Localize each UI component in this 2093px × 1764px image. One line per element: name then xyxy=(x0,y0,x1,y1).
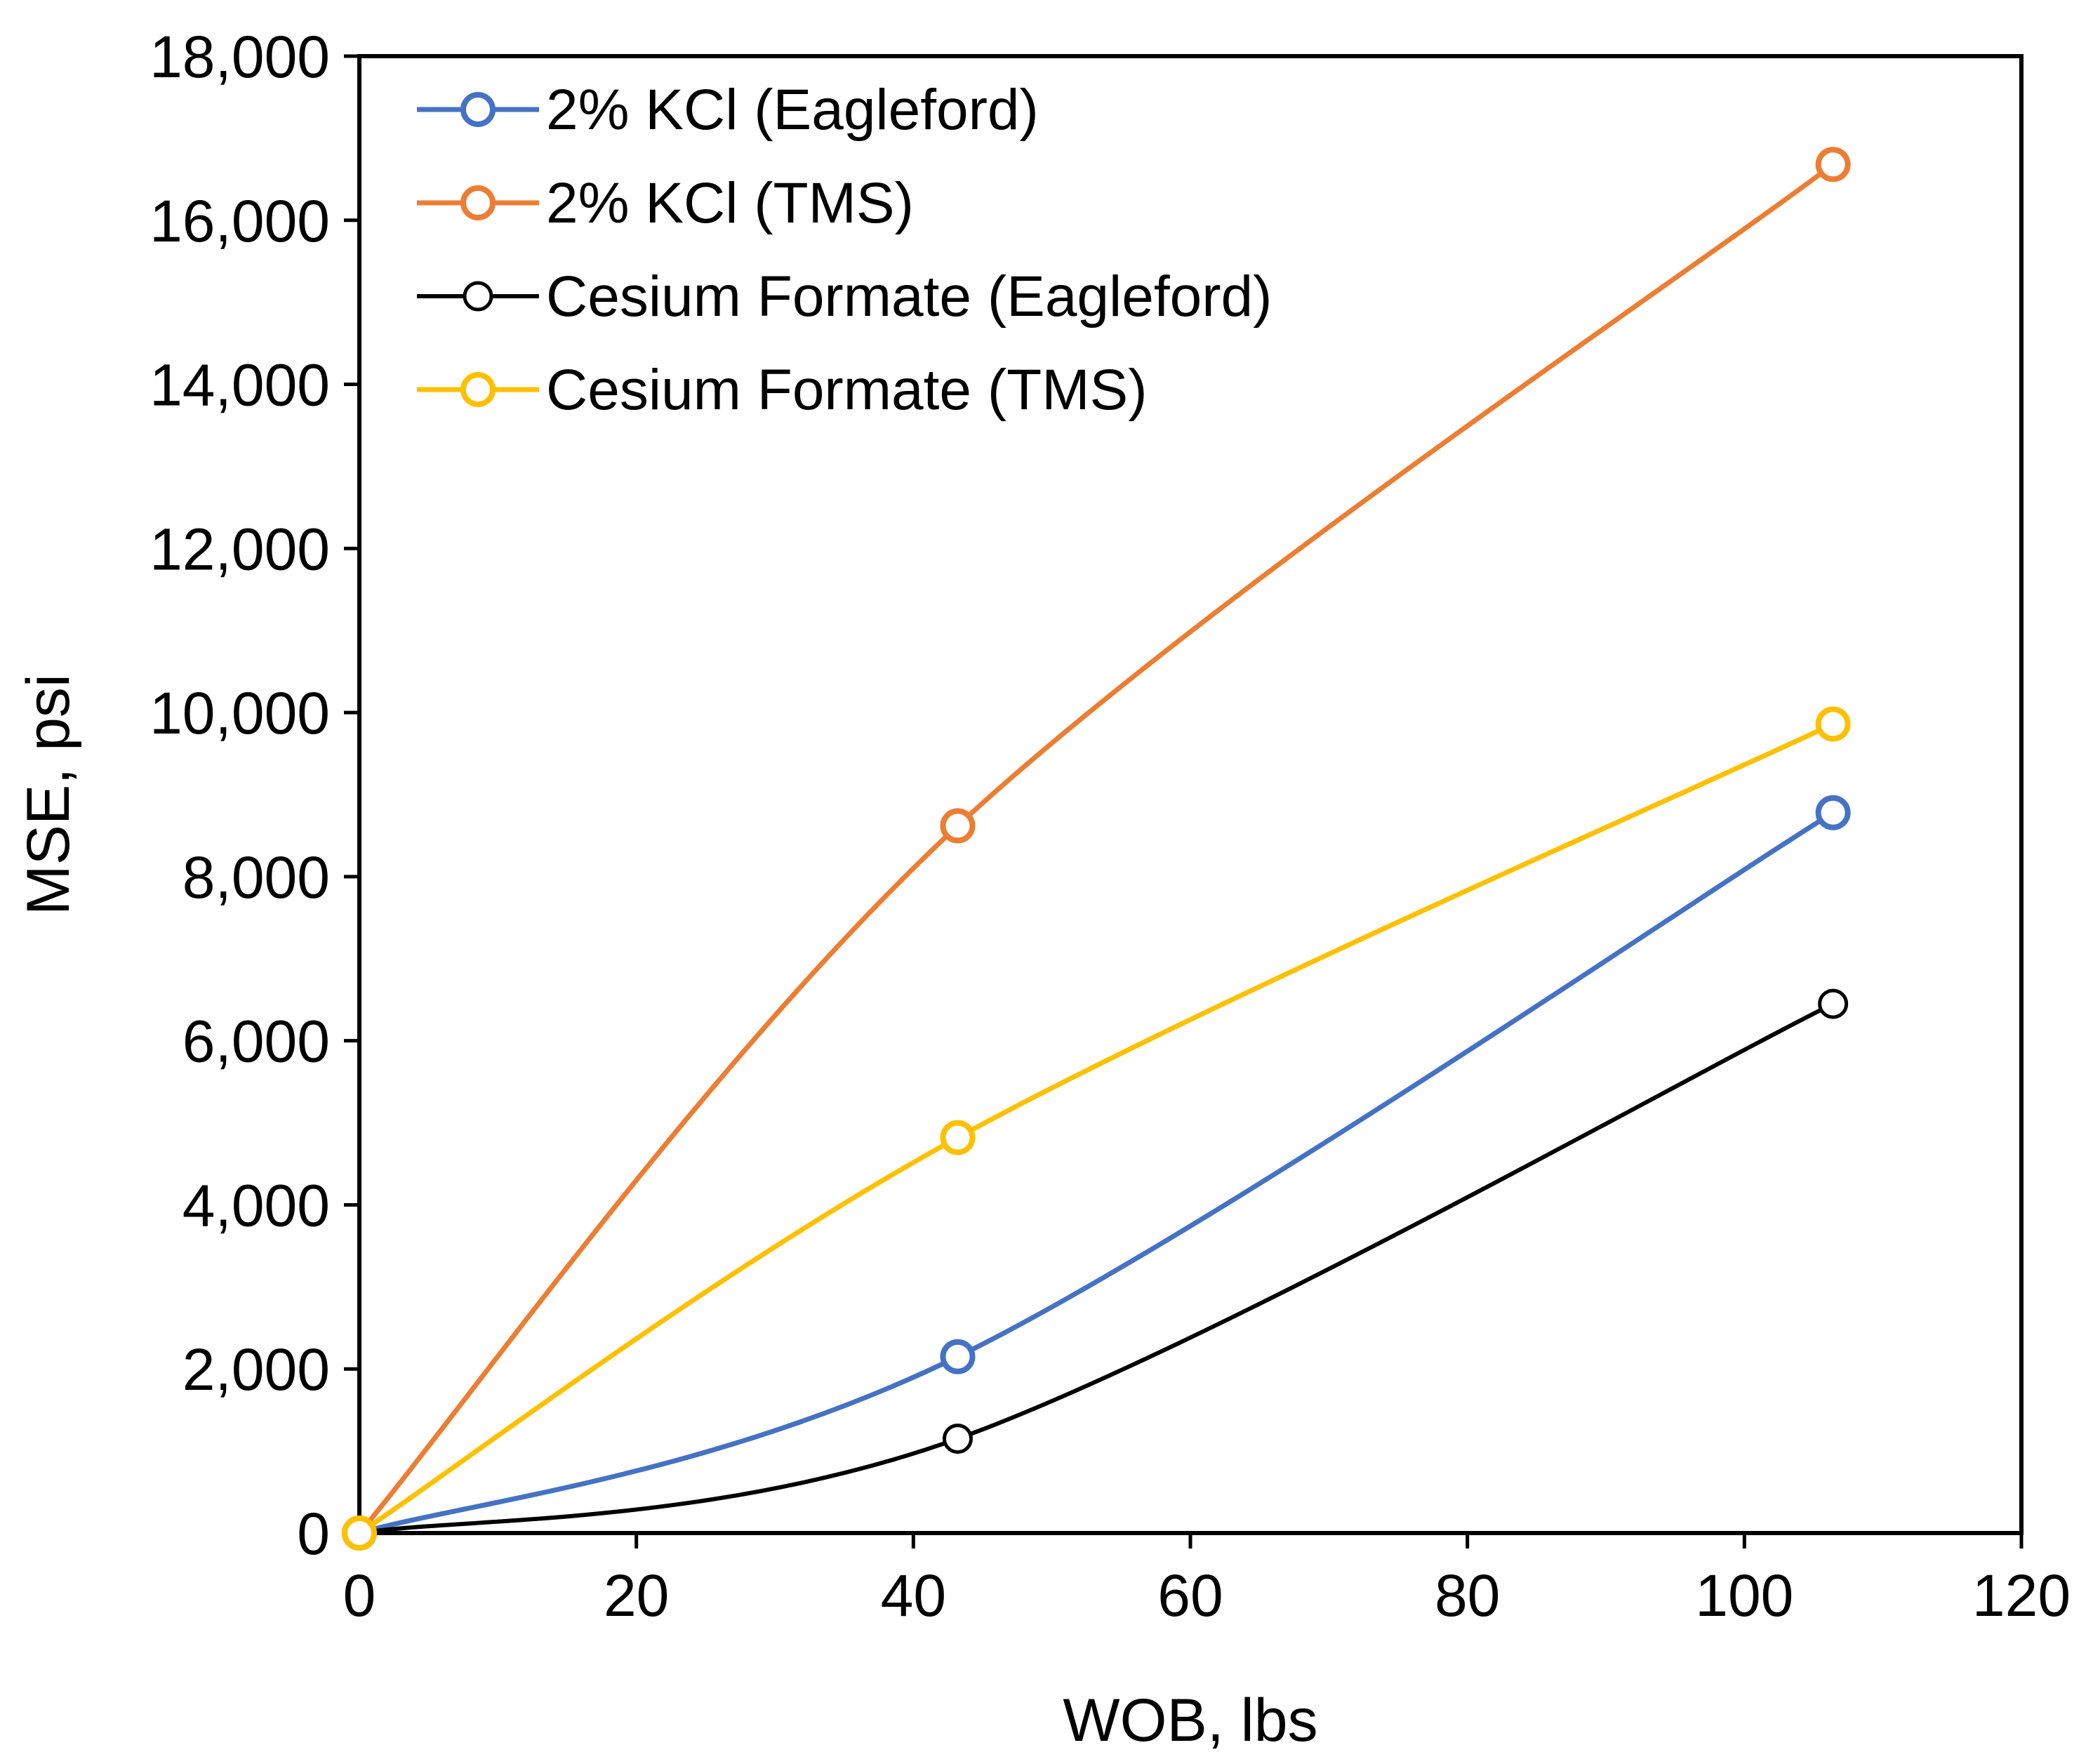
series-line xyxy=(358,722,1835,1535)
y-tick-label: 16,000 xyxy=(150,188,330,254)
x-tick-label: 20 xyxy=(604,1563,669,1629)
y-tick-label: 8,000 xyxy=(182,844,330,910)
data-point xyxy=(940,1339,976,1374)
x-tick-label: 80 xyxy=(1435,1563,1500,1629)
y-tick-label: 4,000 xyxy=(182,1172,330,1238)
legend-item: Cesium Formate (TMS) xyxy=(417,358,1148,422)
legend-label: 2% KCl (Eagleford) xyxy=(546,78,1039,142)
x-tick-label: 40 xyxy=(881,1563,946,1629)
legend: 2% KCl (Eagleford) 2% KCl (TMS) Cesium For… xyxy=(417,78,1272,422)
legend-item: Cesium Formate (Eagleford) xyxy=(417,265,1272,329)
legend-marker xyxy=(460,92,496,127)
data-point xyxy=(1818,988,1849,1019)
legend-label: 2% KCl (TMS) xyxy=(546,171,914,235)
series-layer xyxy=(342,147,1851,1551)
legend-marker xyxy=(460,372,496,407)
x-tick-label: 120 xyxy=(1972,1563,2071,1629)
data-point xyxy=(1815,795,1851,830)
series-line xyxy=(359,810,1835,1536)
x-axis-title: WOB, lbs xyxy=(1063,1687,1317,1754)
y-tick-label: 14,000 xyxy=(150,352,330,418)
legend-label: Cesium Formate (Eagleford) xyxy=(546,265,1272,329)
series-0 xyxy=(342,795,1851,1551)
data-point xyxy=(940,808,976,844)
y-tick-label: 6,000 xyxy=(182,1009,330,1075)
legend-item: 2% KCl (TMS) xyxy=(417,171,914,235)
data-point xyxy=(940,1120,976,1155)
x-tick-label: 0 xyxy=(343,1563,376,1629)
legend-marker xyxy=(460,185,496,220)
y-tick-label: 0 xyxy=(297,1501,330,1567)
x-axis-ticks: 0 20 40 60 80 100 120 xyxy=(343,1533,2071,1629)
x-tick-label: 100 xyxy=(1695,1563,1793,1629)
y-tick-label: 12,000 xyxy=(150,516,330,582)
y-tick-label: 2,000 xyxy=(182,1337,330,1402)
legend-label: Cesium Formate (TMS) xyxy=(546,358,1148,422)
y-axis-ticks: 0 2,000 4,000 6,000 8,000 10,000 12,000 14,000 1… xyxy=(150,24,359,1567)
series-line xyxy=(359,1002,1834,1535)
data-point xyxy=(1815,706,1851,742)
legend-item: 2% KCl (Eagleford) xyxy=(417,78,1039,142)
x-tick-label: 60 xyxy=(1157,1563,1223,1629)
data-point xyxy=(1815,147,1851,183)
legend-marker xyxy=(463,281,493,312)
data-point xyxy=(342,1516,377,1551)
series-3 xyxy=(342,706,1851,1551)
y-tick-label: 10,000 xyxy=(150,680,330,746)
data-point xyxy=(942,1424,973,1454)
y-tick-label: 18,000 xyxy=(150,24,330,90)
series-2 xyxy=(344,988,1849,1549)
y-axis-title: MSE, psi xyxy=(15,674,82,915)
